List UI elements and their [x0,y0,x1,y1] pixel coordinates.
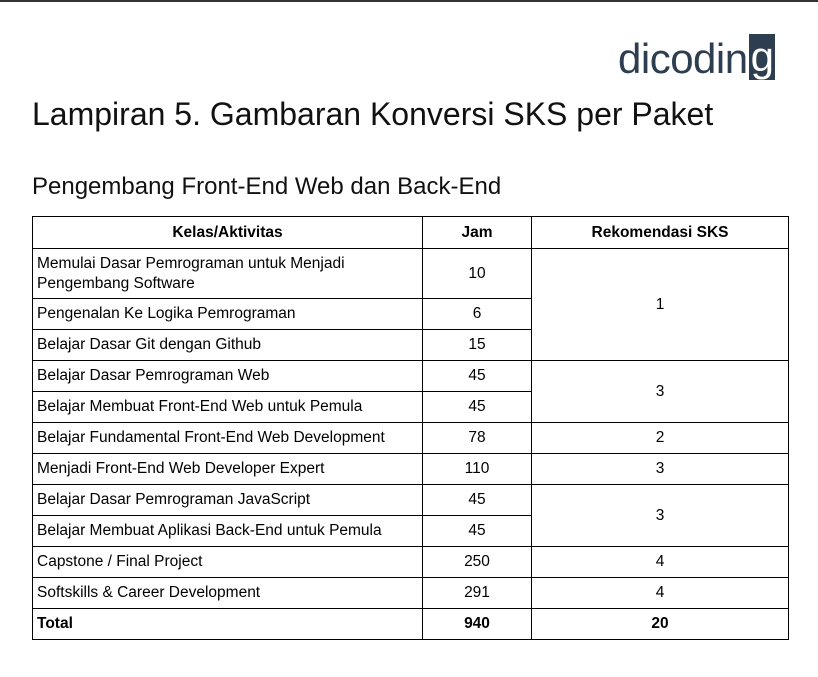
cell-sks: 3 [531,453,789,485]
cell-sks: 4 [531,577,789,609]
section-subtitle: Pengembang Front-End Web dan Back-End [32,173,502,200]
cell-jam: 110 [422,453,532,485]
cell-jam: 6 [422,298,532,330]
cell-kelas: Menjadi Front-End Web Developer Expert [32,453,423,485]
header-sks: Rekomendasi SKS [531,216,789,249]
logo-text: dicodin [618,35,748,82]
cell-kelas: Memulai Dasar Pemrograman untuk Menjadi … [32,248,423,299]
total-label: Total [32,608,423,640]
top-divider [0,0,818,2]
cell-jam: 45 [422,360,532,392]
cell-sks: 4 [531,546,789,578]
table-row: Menjadi Front-End Web Developer Expert 1… [32,453,789,485]
table-row: Belajar Fundamental Front-End Web Develo… [32,422,789,454]
table-row: Belajar Membuat Front-End Web untuk Pemu… [32,391,789,423]
cell-sks: 1 [531,248,789,361]
total-sks: 20 [531,608,789,640]
cell-kelas: Capstone / Final Project [32,546,423,578]
cell-jam: 45 [422,515,532,547]
cell-jam: 78 [422,422,532,454]
table-row: Memulai Dasar Pemrograman untuk Menjadi … [32,248,789,361]
cell-jam: 10 [422,248,532,299]
cell-jam: 291 [422,577,532,609]
cell-jam: 45 [422,391,532,423]
cell-sks: 3 [531,484,789,547]
cell-kelas: Softskills & Career Development [32,577,423,609]
table-row: Capstone / Final Project 250 4 [32,546,789,578]
total-jam: 940 [422,608,532,640]
cell-kelas: Belajar Dasar Pemrograman JavaScript [32,484,423,516]
table-total-row: Total 940 20 [32,608,789,640]
table-header-row: Kelas/Aktivitas Jam Rekomendasi SKS [32,216,789,249]
cell-sks: 2 [531,422,789,454]
cell-jam: 45 [422,484,532,516]
cell-kelas: Belajar Membuat Front-End Web untuk Pemu… [32,391,423,423]
table-row: Softskills & Career Development 291 4 [32,577,789,609]
cell-jam: 250 [422,546,532,578]
header-kelas: Kelas/Aktivitas [32,216,423,249]
table-row: Pengenalan Ke Logika Pemrograman 6 [32,298,789,330]
header-jam: Jam [422,216,532,249]
table-row: Belajar Dasar Pemrograman JavaScript 45 … [32,484,789,547]
dicoding-logo: dicodin g [618,33,776,82]
cell-jam: 15 [422,329,532,361]
conversion-table: Kelas/Aktivitas Jam Rekomendasi SKS Memu… [32,216,789,640]
page-title: Lampiran 5. Gambaran Konversi SKS per Pa… [32,96,714,132]
table-row: Belajar Dasar Pemrograman Web 45 3 [32,360,789,423]
logo-box-letter: g [748,33,776,80]
table-row: Belajar Membuat Aplikasi Back-End untuk … [32,515,789,547]
cell-sks: 3 [531,360,789,423]
cell-kelas: Belajar Dasar Pemrograman Web [32,360,423,392]
cell-kelas: Belajar Membuat Aplikasi Back-End untuk … [32,515,423,547]
cell-kelas: Belajar Fundamental Front-End Web Develo… [32,422,423,454]
cell-kelas: Pengenalan Ke Logika Pemrograman [32,298,423,330]
cell-kelas: Belajar Dasar Git dengan Github [32,329,423,361]
